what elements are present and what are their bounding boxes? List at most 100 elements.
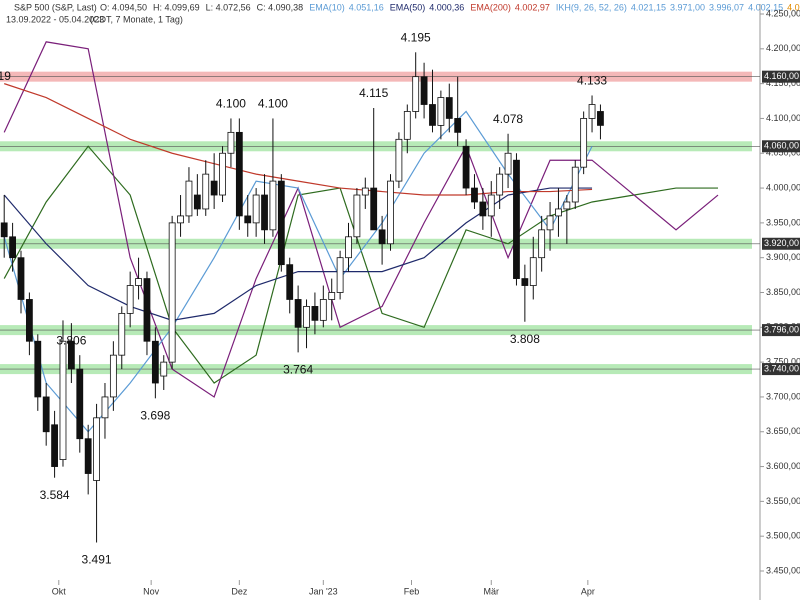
y-tick-label: 4.050,00 <box>766 148 800 158</box>
legend-value: 3.996,07 <box>709 2 744 12</box>
candle-body <box>529 257 537 286</box>
zone-label: 4.060,00 <box>764 141 799 151</box>
zone-label: 3.920,00 <box>764 238 799 248</box>
candle-body <box>294 299 302 328</box>
y-tick-label: 3.500,00 <box>766 531 800 541</box>
candle-body <box>118 312 126 356</box>
candle-body <box>76 368 84 440</box>
candle-body <box>185 180 193 217</box>
y-tick-label: 4.100,00 <box>766 113 800 123</box>
legend-name: EMA(200) <box>470 2 511 12</box>
price-annotation: 4.100 <box>258 97 288 111</box>
x-tick-label: Okt <box>52 586 67 596</box>
candle-body <box>277 180 285 266</box>
candle-body <box>479 201 487 217</box>
cloud-span-a <box>3 145 719 384</box>
y-tick-label: 3.700,00 <box>766 391 800 401</box>
y-tick-label: 3.850,00 <box>766 287 800 297</box>
x-tick-label: Mär <box>484 586 500 596</box>
ohlc-label: H: 4.099,69 <box>153 2 200 12</box>
candle-body <box>496 173 504 196</box>
y-tick-label: 3.650,00 <box>766 426 800 436</box>
price-annotation: 3.806 <box>56 333 86 347</box>
candle-body <box>261 194 268 231</box>
candle-body <box>471 187 478 203</box>
candle-body <box>126 285 134 314</box>
price-annotation: 19 <box>0 69 11 83</box>
x-tick-label: Jan '23 <box>309 586 338 596</box>
candle-body <box>25 299 33 342</box>
y-tick-label: 4.150,00 <box>766 78 800 88</box>
candle-body <box>67 340 75 370</box>
candle-body <box>403 111 411 140</box>
candle-body <box>252 194 260 224</box>
candle-body <box>202 173 210 210</box>
legend-name: IKH(9, 26, 52, 26) <box>556 2 627 12</box>
symbol: S&P 500 (S&P, Last) <box>14 2 97 12</box>
x-tick-label: Feb <box>404 586 420 596</box>
candle-body <box>9 236 16 259</box>
candle-body <box>244 215 252 224</box>
candle-body <box>193 194 201 210</box>
candle-body <box>387 180 394 245</box>
candle-body <box>487 194 495 217</box>
x-tick-label: Dez <box>231 586 248 596</box>
period: (CDT, 7 Monate, 1 Tag) <box>90 14 183 24</box>
candle-body <box>328 292 336 300</box>
candle-body <box>462 145 470 189</box>
ema-line <box>4 83 593 196</box>
legend-value: 4.000,36 <box>429 2 464 12</box>
candle-body <box>563 201 571 210</box>
legend-value: 4.002,97 <box>515 2 550 12</box>
candle-body <box>361 187 369 196</box>
legend-name: EMA(50) <box>390 2 426 12</box>
price-box <box>762 363 800 376</box>
cloud-span-b <box>3 41 719 398</box>
candle-body <box>17 257 25 300</box>
price-annotation: 4.195 <box>401 30 431 44</box>
candle-body <box>546 215 554 231</box>
candle-body <box>84 438 92 474</box>
candle-body <box>521 278 529 286</box>
candle-body <box>445 97 453 119</box>
y-tick-label: 3.950,00 <box>766 217 800 227</box>
candle-body <box>513 159 520 279</box>
price-annotation: 3.698 <box>140 409 170 423</box>
price-annotation: 4.100 <box>216 97 246 111</box>
candle-body <box>571 166 579 203</box>
y-tick-label: 3.550,00 <box>766 496 800 506</box>
price-annotation: 3.584 <box>40 488 70 502</box>
zone-label: 3.796,00 <box>764 324 799 334</box>
candle-body <box>235 131 243 217</box>
y-tick-label: 4.250,00 <box>766 8 800 18</box>
price-box <box>762 70 800 83</box>
candle-body <box>0 222 8 238</box>
y-tick-label: 3.450,00 <box>766 565 800 575</box>
candle-body <box>597 111 604 126</box>
legend-value: 4.002,15 <box>748 2 783 12</box>
ohlc-label: L: 4.072,56 <box>206 2 251 12</box>
price-annotation: 4.078 <box>493 112 523 126</box>
legend-value: 3.971,00 <box>670 2 705 12</box>
candle-body <box>538 229 546 259</box>
legend-name: EMA(10) <box>309 2 345 12</box>
date-range: 13.09.2022 - 05.04.2023 <box>6 14 104 24</box>
candle-body <box>34 340 42 398</box>
candle-body <box>429 104 436 126</box>
candle-body <box>345 236 352 259</box>
candle-body <box>227 131 235 154</box>
candle-body <box>504 152 512 175</box>
candle-body <box>101 396 109 419</box>
price-annotation: 3.491 <box>82 553 112 567</box>
candle-body <box>109 354 117 398</box>
candle-body <box>370 187 378 231</box>
candle-body <box>580 118 588 168</box>
x-tick-label: Apr <box>581 586 595 596</box>
price-box <box>762 324 800 337</box>
zone-label: 4.160,00 <box>764 71 799 81</box>
y-tick-label: 3.750,00 <box>766 357 800 367</box>
candle-body <box>555 208 562 217</box>
candle-body <box>588 104 596 119</box>
candle-body <box>336 257 344 293</box>
